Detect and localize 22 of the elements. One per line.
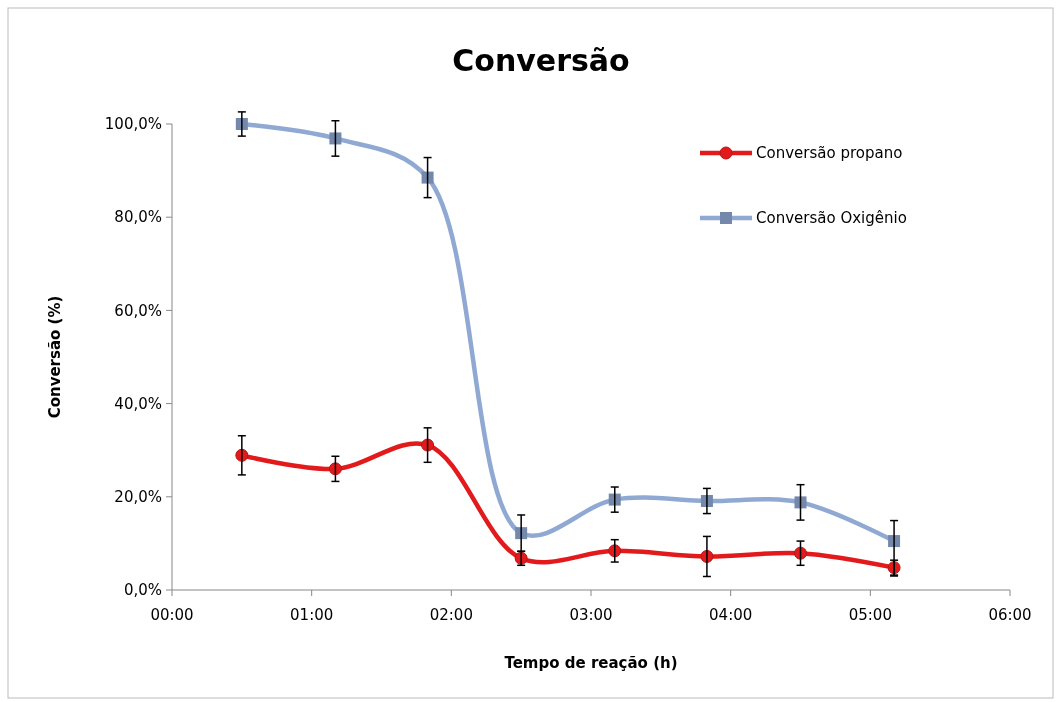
x-axis-title: Tempo de reação (h) <box>504 654 678 672</box>
y-tick-label: 20,0% <box>114 488 162 507</box>
x-tick-label: 02:00 <box>429 606 473 624</box>
point <box>329 132 342 145</box>
x-tick-label: 04:00 <box>709 606 753 624</box>
chart-title: Conversão <box>452 43 630 78</box>
x-tick-label: 03:00 <box>569 606 613 624</box>
y-tick-label: 80,0% <box>114 208 162 227</box>
y-tick-label: 60,0% <box>114 301 162 320</box>
x-tick-label: 05:00 <box>848 606 892 624</box>
y-axis-title: Conversão (%) <box>46 295 64 419</box>
point <box>794 496 807 509</box>
y-tick-label: 100,0% <box>104 115 162 134</box>
legend-label: Conversão propano <box>756 144 903 163</box>
x-tick-label: 06:00 <box>988 606 1032 624</box>
point <box>421 171 434 184</box>
x-tick-label: 00:00 <box>150 606 194 624</box>
point <box>608 493 621 506</box>
y-tick-label: 0,0% <box>123 581 162 600</box>
y-tick-label: 40,0% <box>114 394 162 413</box>
legend-label: Conversão Oxigênio <box>756 209 907 228</box>
x-tick-label: 01:00 <box>290 606 334 624</box>
